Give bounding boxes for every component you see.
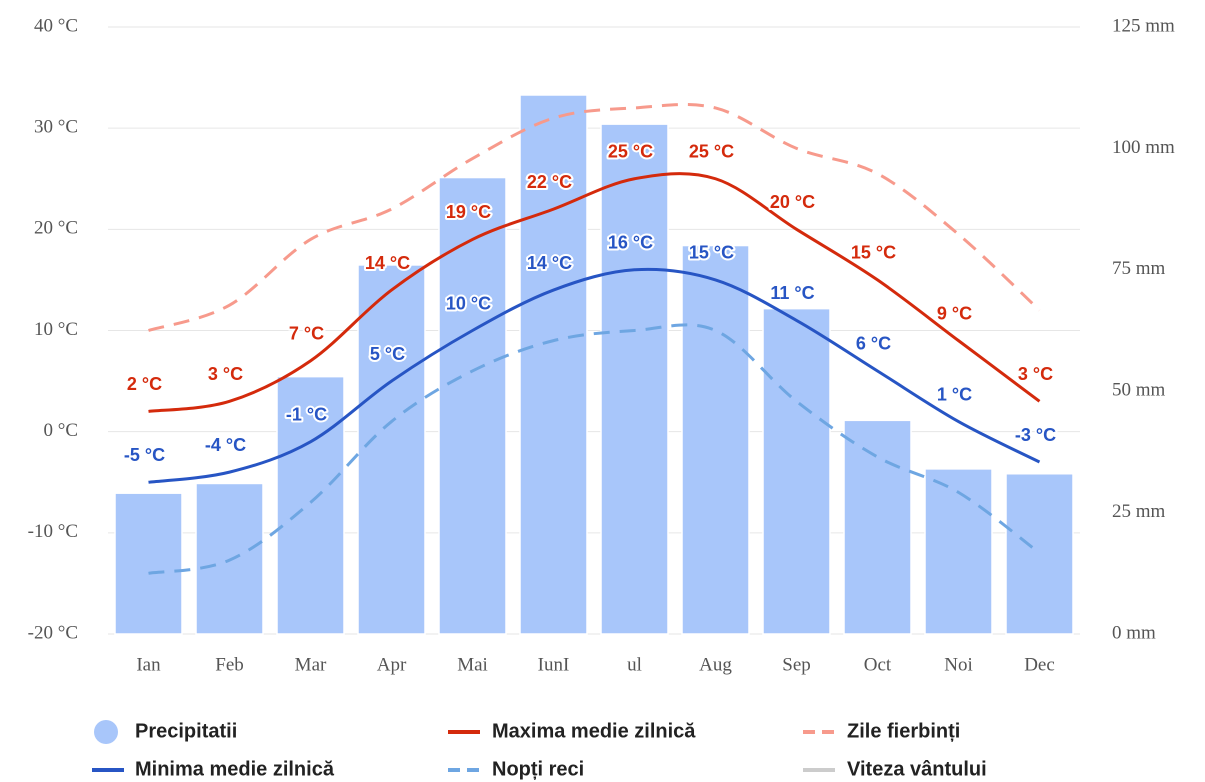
- y-tick-label: 30 °C: [34, 117, 78, 138]
- y-tick-label: -10 °C: [28, 521, 78, 542]
- data-label: 19 °C: [446, 202, 491, 222]
- bar: [357, 264, 426, 635]
- bar: [843, 419, 912, 635]
- labels: 2 °C 3 °C 7 °C 14 °C 19 °C 22 °C 25 °C 25 °C 20 …: [122, 140, 1058, 468]
- data-label: 20 °C: [770, 192, 815, 212]
- x-tick-label: Mai: [457, 654, 488, 675]
- data-label: -1 °C: [286, 405, 327, 425]
- data-label: 3 °C: [208, 364, 243, 384]
- x-tick-label: Aug: [699, 654, 732, 675]
- legend-label: Precipitatii: [135, 720, 237, 742]
- x-tick-label: Mar: [295, 654, 327, 675]
- bar: [600, 123, 669, 635]
- line: [148, 103, 1041, 332]
- data-label: 6 °C: [856, 334, 891, 354]
- data-label: 2 °C: [127, 374, 162, 394]
- x-tick-label: Dec: [1024, 654, 1055, 675]
- bar: [438, 176, 507, 635]
- data-label: 14 °C: [527, 253, 572, 273]
- legend-swatch: [94, 720, 118, 744]
- y2-tick-label: 25 mm: [1112, 501, 1166, 522]
- legend-label: Nopți reci: [492, 758, 584, 780]
- data-label: 5 °C: [370, 344, 405, 364]
- bar: [1005, 473, 1074, 635]
- x-tick-label: Noi: [944, 654, 973, 675]
- line: [148, 267, 1041, 484]
- y2-tick-label: 50 mm: [1112, 380, 1166, 401]
- data-label: 1 °C: [937, 384, 972, 404]
- data-label: 7 °C: [289, 324, 324, 344]
- legend-label: Viteza vântului: [847, 758, 987, 780]
- legend-label: Minima medie zilnică: [135, 758, 335, 780]
- bar: [276, 375, 345, 635]
- data-label: 10 °C: [446, 293, 491, 313]
- data-label: 3 °C: [1018, 364, 1053, 384]
- bar: [762, 307, 831, 635]
- y-tick-label: 40 °C: [34, 15, 78, 36]
- bar: [681, 244, 750, 635]
- y-tick-label: 0 °C: [43, 420, 78, 441]
- y2-tick-label: 100 mm: [1112, 137, 1175, 158]
- data-label: -3 °C: [1015, 425, 1056, 445]
- x-tick-label: Apr: [377, 654, 407, 675]
- data-label: 25 °C: [608, 142, 653, 162]
- lines: [148, 103, 1041, 575]
- data-label: 22 °C: [527, 172, 572, 192]
- data-label: 14 °C: [365, 253, 410, 273]
- bars: [114, 94, 1074, 635]
- legend-label: Zile fierbinți: [847, 720, 960, 742]
- data-label: 15 °C: [851, 243, 896, 263]
- data-label: 11 °C: [770, 283, 814, 303]
- line: [148, 323, 1041, 575]
- y-tick-label: -20 °C: [28, 622, 78, 643]
- x-tick-label: Sep: [782, 654, 811, 675]
- bar: [924, 468, 993, 635]
- y-tick-label: 10 °C: [34, 319, 78, 340]
- y-tick-label: 20 °C: [34, 218, 78, 239]
- x-tick-label: IunI: [538, 654, 570, 675]
- y2-tick-label: 0 mm: [1112, 622, 1156, 643]
- data-label: -4 °C: [205, 435, 246, 455]
- bar: [114, 492, 183, 635]
- x-tick-label: Oct: [864, 654, 892, 675]
- x-tick-label: Feb: [215, 654, 244, 675]
- legend: Precipitatii Maxima medie zilnică Zile fie…: [92, 720, 987, 780]
- x-tick-label: Ian: [136, 654, 161, 675]
- grid: [108, 26, 1080, 635]
- legend-label: Maxima medie zilnică: [492, 720, 696, 742]
- bar: [519, 94, 588, 635]
- x-tick-label: ul: [627, 654, 642, 675]
- data-label: 25 °C: [689, 142, 734, 162]
- y2-tick-label: 125 mm: [1112, 15, 1175, 36]
- data-label: 16 °C: [608, 233, 653, 253]
- y2-tick-label: 75 mm: [1112, 258, 1166, 279]
- data-label: -5 °C: [124, 445, 165, 465]
- line: [148, 172, 1041, 413]
- data-label: 15 °C: [689, 243, 734, 263]
- data-label: 9 °C: [937, 303, 972, 323]
